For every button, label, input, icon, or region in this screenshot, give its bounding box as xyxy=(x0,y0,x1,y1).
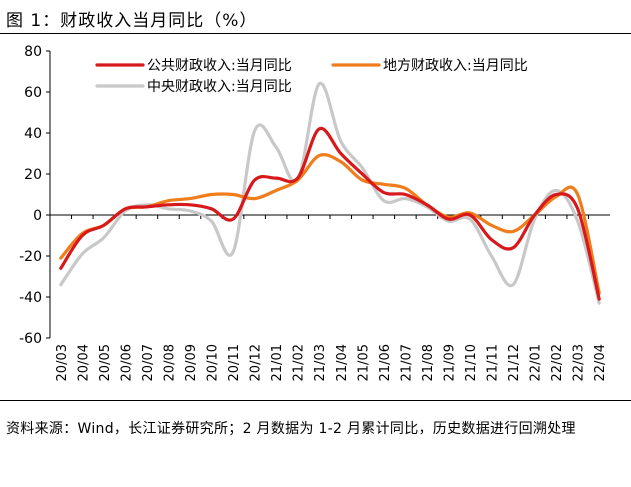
title-bar: 图 1：财政收入当月同比（%） xyxy=(0,0,631,34)
y-tick-label: -60 xyxy=(19,331,42,347)
x-tick-label: 21/01 xyxy=(270,344,285,381)
legend-label-2: 中央财政收入:当月同比 xyxy=(147,79,292,95)
series-line-2 xyxy=(59,81,601,305)
plot-area xyxy=(49,51,610,338)
x-tick-label: 20/10 xyxy=(206,344,221,381)
x-tick-label: 21/10 xyxy=(464,344,479,381)
x-tick-label: 21/04 xyxy=(335,344,350,381)
x-tick-label: 20/04 xyxy=(76,344,91,381)
x-tick-label: 21/11 xyxy=(486,344,501,381)
legend-label-0: 公共财政收入:当月同比 xyxy=(147,58,292,74)
series-line-0 xyxy=(59,126,601,301)
y-tick-label: -40 xyxy=(19,290,42,306)
source-note: 资料来源：Wind，长江证券研究所；2 月数据为 1-2 月累计同比，历史数据进… xyxy=(6,421,576,437)
x-tick-label: 22/01 xyxy=(529,344,544,381)
y-tick-label: 80 xyxy=(24,44,42,60)
x-tick-label: 20/12 xyxy=(249,344,264,381)
x-tick-label: 21/02 xyxy=(292,344,307,381)
x-tick-label: 22/04 xyxy=(593,344,608,381)
x-tick-label: 20/08 xyxy=(162,344,177,381)
x-tick-label: 20/11 xyxy=(227,344,242,381)
x-tick-label: 21/05 xyxy=(356,344,371,381)
x-tick-label: 21/07 xyxy=(399,344,414,381)
y-tick-label: -20 xyxy=(19,249,42,265)
x-tick-label: 21/12 xyxy=(507,344,522,381)
y-tick-label: 40 xyxy=(24,126,42,142)
y-axis: -60 -40 -20 0 20 40 60 80 xyxy=(19,44,50,347)
source-bar: 资料来源：Wind，长江证券研究所；2 月数据为 1-2 月累计同比，历史数据进… xyxy=(0,400,631,487)
y-tick-label: 20 xyxy=(24,167,42,183)
x-tick-label: 22/02 xyxy=(550,344,565,381)
x-tick-label: 20/06 xyxy=(119,344,134,381)
x-tick-label: 21/03 xyxy=(313,344,328,381)
x-tick-label: 21/08 xyxy=(421,344,436,381)
x-tick-label: 21/06 xyxy=(378,344,393,381)
x-tick-label: 20/09 xyxy=(184,344,199,381)
y-tick-label: 0 xyxy=(33,208,42,224)
legend-label-1: 地方财政收入:当月同比 xyxy=(383,58,528,74)
x-tick-label: 20/03 xyxy=(55,344,70,381)
y-tick-label: 60 xyxy=(24,85,42,101)
x-tick-label: 22/03 xyxy=(572,344,587,381)
x-axis: 20/03 20/04 20/05 20/06 20/07 20/08 20/09 20/10… xyxy=(49,215,608,381)
series-layer xyxy=(59,81,601,305)
x-tick-label: 20/07 xyxy=(141,344,156,381)
chart-title: 图 1：财政收入当月同比（%） xyxy=(6,11,258,31)
x-tick-label: 20/05 xyxy=(98,344,113,381)
x-tick-label: 21/09 xyxy=(442,344,457,381)
